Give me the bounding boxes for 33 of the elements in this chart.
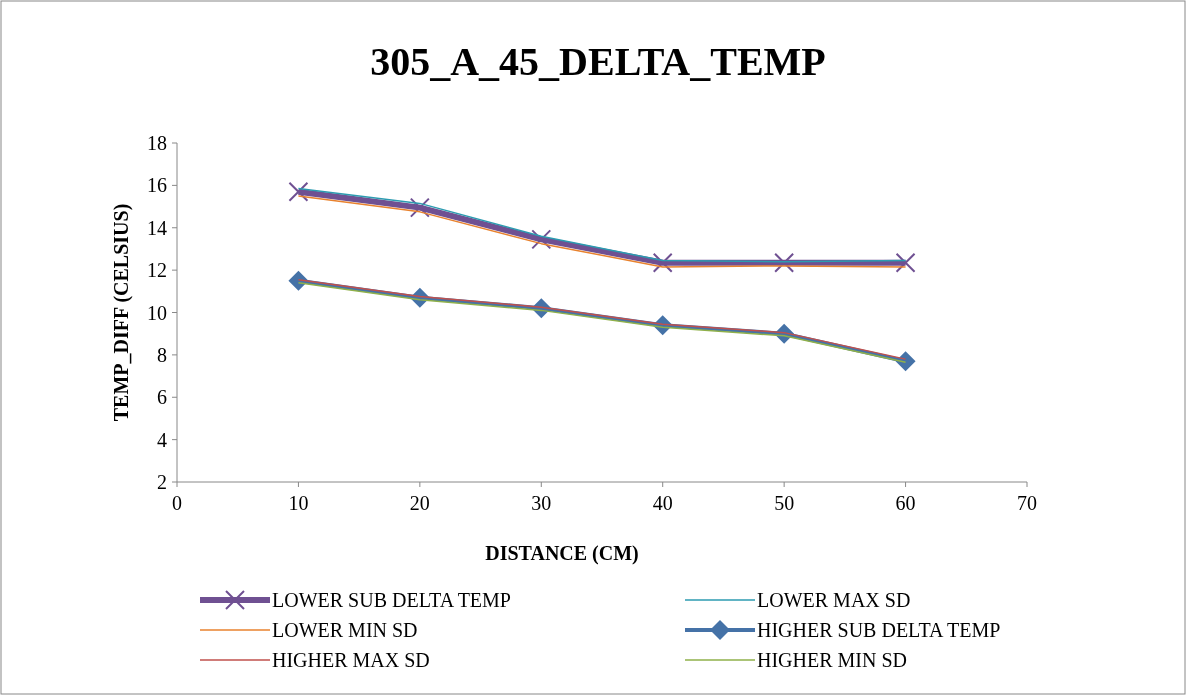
legend-label: HIGHER SUB DELTA TEMP [757, 619, 1001, 641]
legend-label: LOWER SUB DELTA TEMP [272, 589, 511, 611]
x-tick-label: 0 [172, 492, 182, 514]
x-tick-label: 30 [531, 492, 552, 514]
point [652, 252, 673, 273]
y-tick-label: 14 [147, 216, 167, 239]
legend-label: LOWER MIN SD [272, 619, 418, 641]
y-tick-label: 6 [157, 386, 167, 409]
point [895, 252, 916, 273]
x-tick-label: 50 [774, 492, 795, 514]
y-tick-label: 18 [147, 132, 167, 154]
point [531, 229, 552, 250]
x-tick-label: 60 [895, 492, 916, 514]
legend-label: HIGHER MAX SD [272, 649, 430, 671]
x-tick-label: 40 [652, 492, 673, 514]
x-tick-label: 20 [409, 492, 430, 514]
point [774, 252, 795, 273]
x-axis-title: DISTANCE (CM) [485, 542, 639, 565]
y-tick-label: 8 [157, 343, 167, 366]
point [409, 197, 430, 218]
y-tick-label: 12 [147, 259, 167, 282]
y-tick-label: 4 [157, 428, 167, 451]
point [288, 181, 309, 202]
legend-label: HIGHER MIN SD [757, 649, 907, 671]
y-axis-title: TEMP_DIFF (CELSIUS) [110, 203, 133, 422]
x-tick-label: 70 [1017, 492, 1037, 514]
y-tick-label: 10 [147, 301, 167, 324]
chart-title: 305_A_45_DELTA_TEMP [370, 39, 826, 84]
y-tick-label: 16 [147, 174, 167, 197]
x-tick-label: 10 [288, 492, 309, 514]
y-tick-label: 2 [157, 471, 167, 493]
line-series [297, 195, 907, 268]
legend-label: LOWER MAX SD [757, 589, 911, 611]
